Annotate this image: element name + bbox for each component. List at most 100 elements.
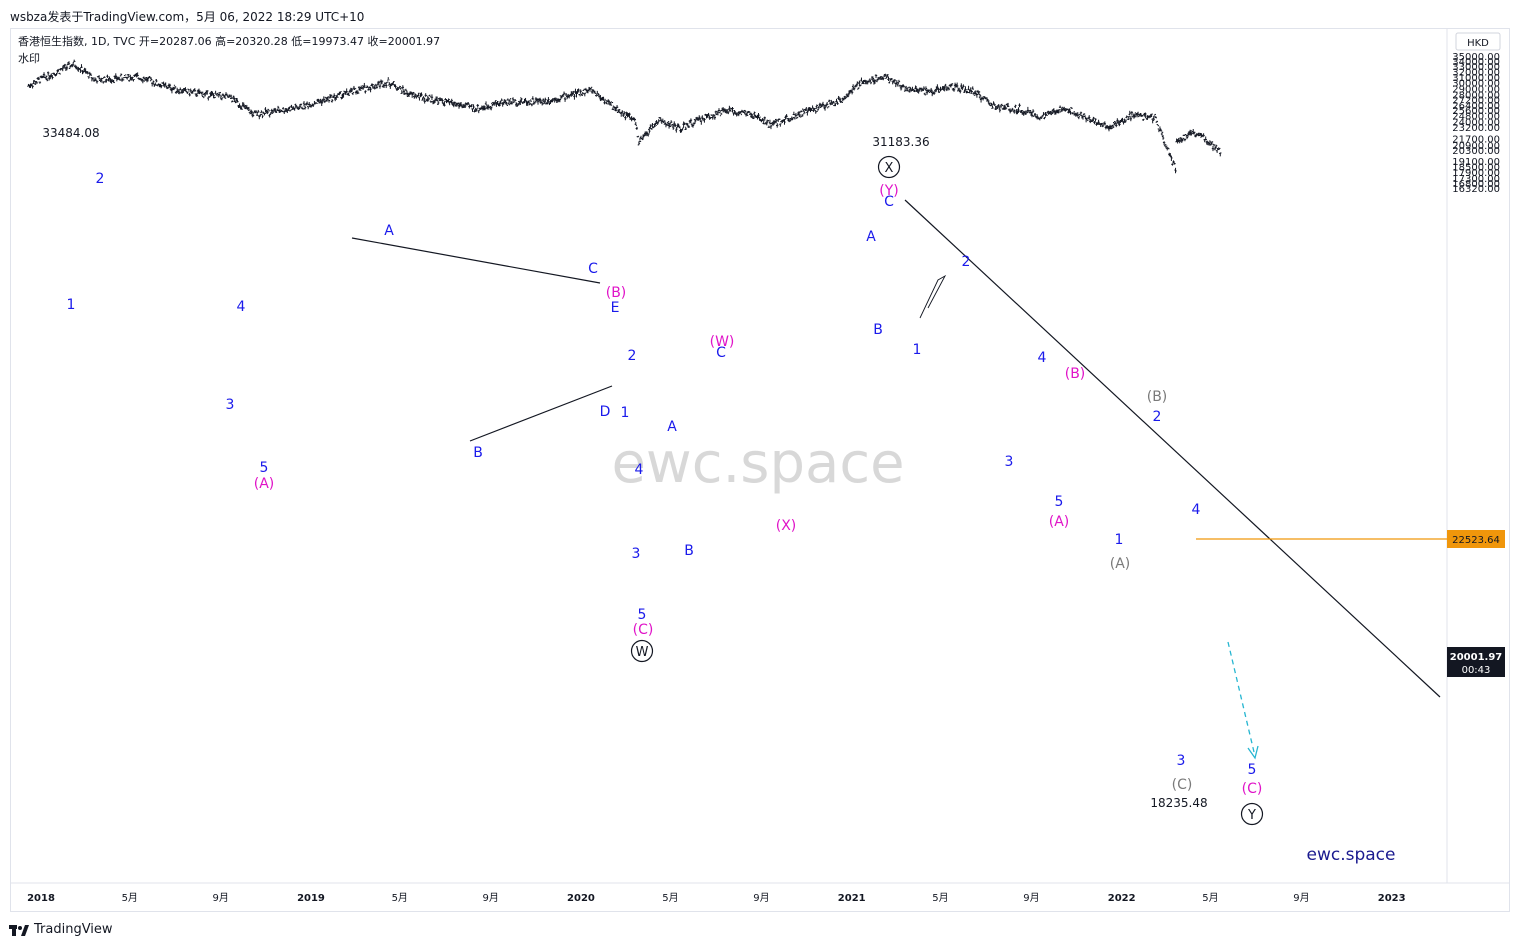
x-tick-label: 2020: [567, 893, 595, 904]
wave-label: A: [866, 229, 876, 245]
wave-label: C: [716, 345, 726, 361]
y-tick-label: 17900.00: [1452, 168, 1500, 179]
tradingview-logo-icon: [9, 924, 29, 936]
time-axis[interactable]: 2018 5月 9月 2019 5月 9月 2020 5月 9月 2021 5月 9月 2022 5月 9月…: [27, 892, 1406, 904]
x-tick-label: 5月: [662, 892, 678, 904]
wave-label: 3: [1005, 454, 1014, 470]
y-tick-label: 24000.00: [1452, 117, 1500, 128]
y-tick-label: 33000.00: [1452, 62, 1500, 73]
wave-label: 1: [67, 297, 76, 313]
wave-label: 1: [913, 342, 922, 358]
current-price-value: 20001.97: [1450, 652, 1503, 663]
y-tick-label: 27200.00: [1452, 96, 1500, 107]
brand-text: ewc.space: [1307, 845, 1396, 865]
wave-label: 5: [260, 460, 269, 476]
y-tick-label: 16320.00: [1452, 184, 1500, 195]
wave-label: (B): [1065, 366, 1086, 382]
wave-label: (C): [633, 622, 654, 638]
wave-label: (C): [1242, 781, 1263, 797]
y-tick-label: 24800.00: [1452, 112, 1500, 123]
wave-label: C: [588, 261, 598, 277]
wave-label: (C): [1172, 777, 1193, 793]
wave-label: 3: [226, 397, 235, 413]
bar-countdown: 00:43: [1462, 665, 1491, 676]
y-tick-label: 30000.00: [1452, 79, 1500, 90]
y-tick-label: 32000.00: [1452, 68, 1500, 79]
wave-label: (W): [710, 334, 735, 350]
wave-circle-label: W: [636, 645, 649, 660]
y-tick-label: 20900.00: [1452, 141, 1500, 152]
triangle-lower-trendline[interactable]: [469, 385, 613, 442]
wave-label: (A): [1049, 514, 1070, 530]
wave-label: A: [667, 419, 677, 435]
wave-label: 3: [632, 546, 641, 562]
projection-arrow[interactable]: [1227, 641, 1255, 753]
low-2022-label: 18235.48: [1150, 796, 1207, 810]
x-tick-label: 2018: [27, 893, 55, 904]
y-tick-label: 20300.00: [1452, 146, 1500, 157]
descending-resistance-trendline[interactable]: [904, 199, 1441, 698]
wave-labels: 12345(A)ABCDE(B)12345(C)ABC(W)(X)ABC(Y)1…: [67, 155, 1264, 826]
chart-pane[interactable]: [10, 28, 1510, 912]
high-2018-label: 33484.08: [42, 126, 99, 140]
wave-label: 1: [621, 405, 630, 421]
y-tick-label: 29000.00: [1452, 85, 1500, 96]
symbol-legend: 香港恒生指数, 1D, TVC 开=20287.06 高=20320.28 低=…: [18, 34, 440, 48]
x-tick-label: 5月: [932, 892, 948, 904]
wave-label: (X): [776, 518, 797, 534]
wave-label: B: [873, 322, 883, 338]
wave-label: (B): [606, 285, 627, 301]
wave-label: A: [384, 223, 394, 239]
y-tick-label: 17300.00: [1452, 174, 1500, 185]
x-tick-label: 9月: [213, 892, 229, 904]
y-tick-label: 26400.00: [1452, 101, 1500, 112]
x-tick-label: 5月: [392, 892, 408, 904]
triangle-upper-trendline[interactable]: [351, 237, 601, 284]
projection-arrow-head: [1247, 745, 1259, 760]
wave-label: 2: [962, 254, 971, 270]
wave-label: 2: [1153, 409, 1162, 425]
current-price-tag: [1447, 647, 1505, 677]
wave-label: (B): [1147, 389, 1168, 405]
x-tick-label: 2021: [838, 893, 866, 904]
tradingview-logo[interactable]: TradingView: [8, 922, 113, 937]
chart-watermark: ewc.space: [611, 431, 904, 496]
y-tick-label: 18500.00: [1452, 162, 1500, 173]
wave-label: 5: [638, 607, 647, 623]
y-tick-label: 19100.00: [1452, 157, 1500, 168]
wave-circle-label: X: [885, 161, 894, 176]
x-tick-label: 2019: [297, 893, 325, 904]
wave-label: 1: [1115, 532, 1124, 548]
wave-label: (A): [1110, 556, 1131, 572]
wave-label: 5: [1055, 494, 1064, 510]
wave-circle-label: Y: [1247, 808, 1256, 823]
small-channel-lines: [919, 274, 947, 319]
wave-label: B: [473, 445, 483, 461]
y-tick-label: 21700.00: [1452, 135, 1500, 146]
currency-button[interactable]: [1455, 32, 1501, 51]
resistance-level-value: 22523.64: [1452, 535, 1500, 546]
wave-label: 4: [635, 462, 644, 478]
x-tick-label: 2022: [1108, 893, 1136, 904]
y-tick-label: 35000.00: [1452, 52, 1500, 63]
wave-label: C: [884, 194, 894, 210]
wave-label: 5: [1248, 762, 1257, 778]
tradingview-logo-text: TradingView: [34, 922, 113, 937]
x-tick-label: 9月: [483, 892, 499, 904]
wave-label: B: [684, 543, 694, 559]
wave-label: 4: [237, 299, 246, 315]
wave-label: (A): [254, 476, 275, 492]
price-axis[interactable]: 35000.0034000.0033000.0032000.0031000.00…: [1452, 52, 1500, 195]
y-tick-label: 25600.00: [1452, 106, 1500, 117]
wave-label: 2: [96, 171, 105, 187]
x-tick-label: 9月: [1293, 892, 1309, 904]
y-tick-label: 16800.00: [1452, 179, 1500, 190]
x-tick-label: 9月: [1023, 892, 1039, 904]
wave-label: 3: [1177, 753, 1186, 769]
publish-header: wsbza发表于TradingView.com，5月 06, 2022 18:2…: [0, 0, 1520, 28]
resistance-level-tag: [1447, 530, 1505, 548]
price-series: [27, 59, 1222, 174]
y-tick-label: 28000.00: [1452, 91, 1500, 102]
wave-label: E: [611, 300, 620, 316]
